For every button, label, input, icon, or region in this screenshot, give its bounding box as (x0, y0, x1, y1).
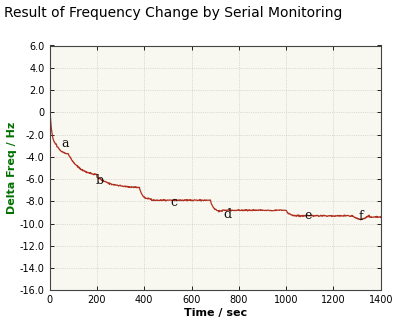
Text: e: e (304, 209, 311, 222)
Text: Result of Frequency Change by Serial Monitoring: Result of Frequency Change by Serial Mon… (4, 6, 342, 20)
Text: f: f (358, 210, 363, 223)
Y-axis label: Delta Freq / Hz: Delta Freq / Hz (7, 122, 17, 214)
Text: a: a (61, 137, 68, 150)
X-axis label: Time / sec: Time / sec (184, 308, 247, 318)
Text: d: d (224, 208, 232, 221)
Text: c: c (170, 196, 177, 209)
Text: b: b (96, 174, 104, 187)
